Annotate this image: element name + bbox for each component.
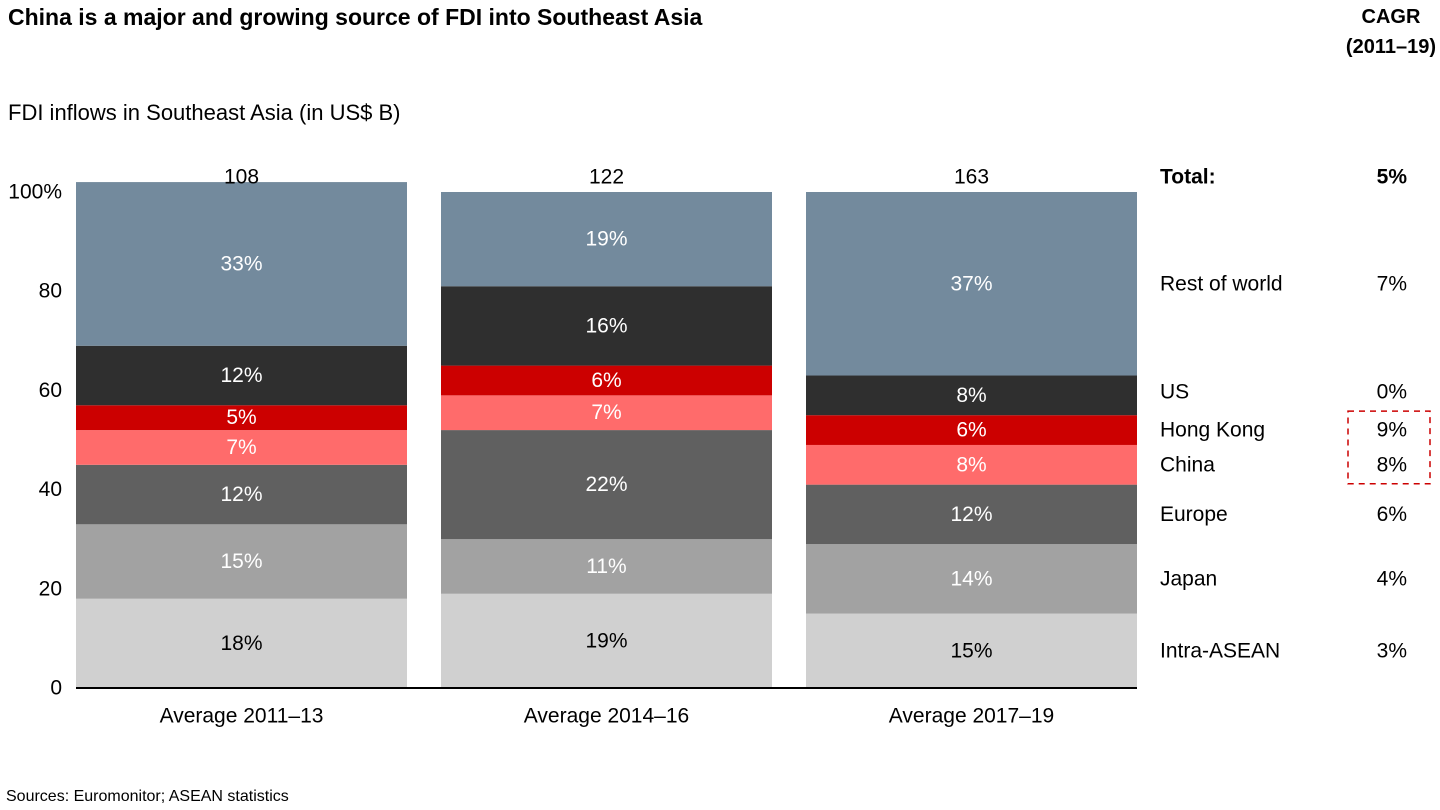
legend-label-hong_kong: Hong Kong: [1160, 419, 1265, 442]
legend-cagr-hong_kong: 9%: [1377, 419, 1407, 442]
legend-cagr-rest_of_world: 7%: [1377, 272, 1407, 295]
legend-total-cagr: 5%: [1377, 166, 1408, 189]
legend-cagr-us: 0%: [1377, 381, 1407, 404]
stacked-bar-chart: 0 20 40 60 80 100% 18% 15% 12% 7% 5% 12% 33% 108 Avera…: [8, 166, 1431, 728]
bar-segment-japan: [806, 544, 1137, 614]
data-label-hong_kong: 6%: [591, 369, 621, 392]
data-label-japan: 15%: [220, 550, 262, 573]
bar-segment-intra_asean: [806, 613, 1137, 688]
bar-segment-hong_kong: [441, 365, 772, 396]
bar-segment-hong_kong: [76, 405, 407, 431]
bar-segment-china: [76, 430, 407, 465]
data-label-japan: 11%: [586, 555, 626, 578]
bar-segment-europe: [806, 484, 1137, 545]
y-tick-label: 100%: [8, 181, 62, 204]
y-tick-label: 20: [39, 577, 62, 600]
cagr-header-line1: CAGR: [1361, 6, 1421, 28]
bar-segment-china: [806, 444, 1137, 485]
y-tick-label: 60: [39, 379, 62, 402]
data-label-rest_of_world: 19%: [585, 228, 627, 251]
data-label-europe: 22%: [585, 473, 627, 496]
y-tick-label: 80: [39, 280, 62, 303]
data-label-europe: 12%: [220, 483, 262, 506]
data-label-intra_asean: 18%: [220, 632, 262, 655]
bar-segment-europe: [76, 464, 407, 525]
bar-total-label: 163: [954, 166, 989, 189]
data-label-hong_kong: 6%: [956, 419, 986, 442]
bar-segment-china: [441, 395, 772, 431]
bar-segment-us: [441, 286, 772, 366]
bar-total-label: 108: [224, 166, 259, 189]
source-note: Sources: Euromonitor; ASEAN statistics: [6, 788, 289, 805]
legend-cagr-europe: 6%: [1377, 503, 1407, 526]
data-label-intra_asean: 15%: [950, 639, 992, 662]
data-label-china: 7%: [226, 436, 256, 459]
bar-segment-us: [806, 375, 1137, 416]
y-tick-label: 0: [50, 677, 62, 700]
legend-label-europe: Europe: [1160, 503, 1228, 526]
legend-cagr-china: 8%: [1377, 453, 1407, 476]
cagr-header: CAGR (2011–19): [1346, 2, 1436, 62]
x-category-label: Average 2017–19: [889, 705, 1054, 728]
legend-label-rest_of_world: Rest of world: [1160, 272, 1283, 295]
bar-segment-rest_of_world: [441, 192, 772, 287]
x-category-label: Average 2014–16: [524, 705, 689, 728]
bar-segment-intra_asean: [441, 593, 772, 688]
bar-total-label: 122: [589, 166, 624, 189]
data-label-intra_asean: 19%: [585, 629, 627, 652]
bar-segment-hong_kong: [806, 415, 1137, 445]
data-label-japan: 14%: [950, 567, 992, 590]
legend-label-japan: Japan: [1160, 567, 1217, 590]
bar-segment-rest_of_world: [806, 192, 1137, 376]
bar-segment-japan: [76, 524, 407, 599]
legend-cagr-japan: 4%: [1377, 567, 1407, 590]
legend-label-intra_asean: Intra-ASEAN: [1160, 639, 1280, 662]
bar-segment-japan: [441, 539, 772, 594]
data-label-us: 8%: [956, 384, 986, 407]
data-label-hong_kong: 5%: [226, 406, 256, 429]
legend-cagr-intra_asean: 3%: [1377, 639, 1407, 662]
data-label-us: 12%: [220, 364, 262, 387]
chart-subtitle: FDI inflows in Southeast Asia (in US$ B): [8, 100, 401, 125]
legend-total-label: Total:: [1160, 166, 1216, 189]
y-tick-label: 40: [39, 478, 62, 501]
bar-segment-rest_of_world: [76, 182, 407, 346]
x-category-label: Average 2011–13: [160, 705, 324, 728]
data-label-europe: 12%: [950, 503, 992, 526]
cagr-header-line2: (2011–19): [1345, 36, 1436, 58]
bar-segment-us: [76, 345, 407, 406]
data-label-rest_of_world: 37%: [950, 272, 992, 295]
data-label-us: 16%: [585, 314, 627, 337]
data-label-china: 7%: [591, 401, 621, 424]
data-label-rest_of_world: 33%: [220, 252, 262, 275]
bar-segment-europe: [441, 430, 772, 540]
chart-title: China is a major and growing source of F…: [8, 4, 703, 30]
bar-segment-intra_asean: [76, 598, 407, 688]
legend-label-china: China: [1160, 453, 1215, 476]
data-label-china: 8%: [956, 453, 986, 476]
legend-label-us: US: [1160, 381, 1189, 404]
